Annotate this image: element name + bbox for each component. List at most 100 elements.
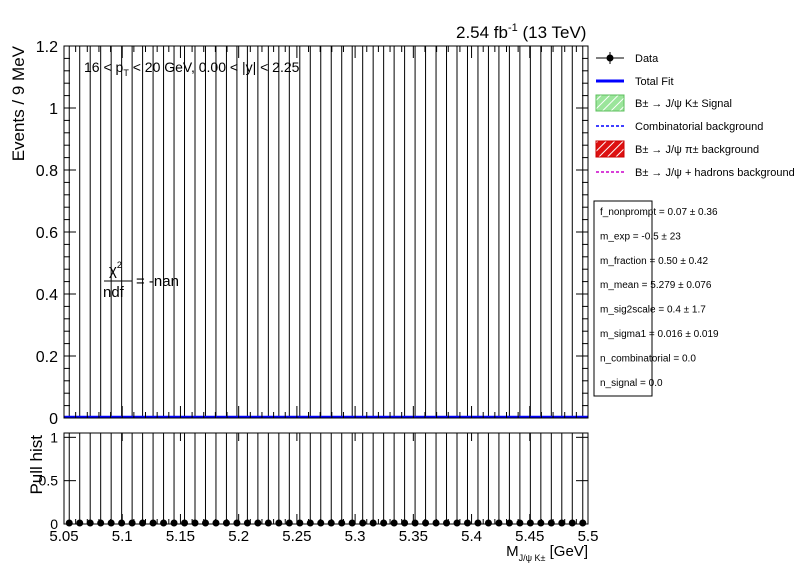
data-marker-icon [606,54,614,62]
data-point [305,46,316,419]
data-point [189,46,201,419]
data-point [399,46,410,419]
pull-point [401,433,409,527]
data-point [147,46,159,419]
x-tick-label: 5.4 [461,528,482,545]
fit-param: m_exp = -0.5 ± 23 [600,231,681,242]
pull-point [285,433,293,527]
data-point [179,46,190,419]
data-point [168,46,180,419]
pull-point [65,433,73,527]
data-point [514,46,526,419]
main-plot-panel: 0 0.2 0.4 0.6 0.8 1 1.2 Events / 9 MeV [9,39,589,428]
pull-point [212,433,220,527]
data-point [273,46,285,419]
pull-point [380,433,388,527]
pull-point [243,433,251,527]
pull-point [516,433,524,527]
data-point [441,46,452,419]
pull-point [201,433,209,527]
chi2-denominator: ndf [103,284,125,301]
data-point [221,46,232,419]
legend-item: Total Fit [596,76,674,88]
legend-label: B± → J/ψ K± Signal [635,98,732,110]
pull-point [359,433,367,527]
data-point [95,46,106,419]
pull-point [390,433,398,527]
fit-param: m_sig2scale = 0.4 ± 1.7 [600,305,706,316]
data-point [504,46,515,419]
x-tick-label: 5.45 [515,528,544,545]
signal-fill-icon [595,94,625,112]
main-y-tick-label: 1 [49,101,58,118]
data-point [451,46,463,419]
data-point [252,46,264,419]
data-point [231,46,243,419]
data-point [483,46,494,419]
data-point [546,46,557,419]
fit-param: m_mean = 5.279 ± 0.076 [600,280,712,291]
data-point [158,46,169,419]
data-point [74,46,85,419]
data-point [105,46,117,419]
data-point [378,46,389,419]
pull-point [432,433,440,527]
x-axis-label: MJ/ψ K± [GeV] [506,543,588,563]
pull-point [327,433,335,527]
data-point [420,46,431,419]
pull-point [348,433,356,527]
fit-params-box [593,200,653,397]
data-point [535,46,547,419]
main-data-points [64,46,588,419]
pull-point [411,433,419,527]
main-y-tick-label: 0.8 [36,163,58,180]
pull-point [128,433,136,527]
legend-label: Combinatorial background [635,121,763,133]
legend-item: Combinatorial background [596,121,763,133]
legend-item: Data [596,52,659,65]
legend-label: B± → J/ψ π± background [635,144,759,156]
pull-point [233,433,241,527]
data-point [336,46,347,419]
data-point [137,46,148,419]
data-point [346,46,358,419]
data-point [284,46,295,419]
data-point [126,46,138,419]
fit-param: f_nonprompt = 0.07 ± 0.36 [600,207,718,218]
pull-point [181,433,189,527]
pull-point [191,433,199,527]
pull-point [495,433,503,527]
data-point [567,46,578,419]
data-point [84,46,96,419]
data-point [200,46,211,419]
pull-plot-panel: 0 0.5 1 5.05 5.1 5.15 5.2 5.25 5.3 5.35 5.4 5.45 5.5… [27,429,598,545]
main-axes: 0 0.2 0.4 0.6 0.8 1 1.2 [36,39,589,428]
data-point [556,46,568,419]
x-tick-label: 5.3 [345,528,366,545]
chi2-label: χ2 ndf = -nan [103,260,179,301]
fit-param: n_signal = 0.0 [600,378,663,389]
pull-point [222,433,230,527]
main-y-tick-label: 0.6 [36,225,58,242]
data-point [116,46,127,419]
legend-label: B± → J/ψ + hadrons background [635,167,795,179]
pull-point [547,433,555,527]
data-point [326,46,337,419]
pull-point [107,433,115,527]
pull-point [160,433,168,527]
main-y-tick-label: 0 [49,411,58,428]
pull-point [170,433,178,527]
main-y-tick-label: 0.4 [36,287,58,304]
pull-data-points [65,433,587,527]
pull-point [76,433,84,527]
data-point [263,46,274,419]
pull-point [537,433,545,527]
data-point [242,46,253,419]
pull-point [474,433,482,527]
pull-point [139,433,147,527]
data-point [315,46,326,419]
pull-point [568,433,576,527]
main-y-tick-label: 0.2 [36,349,58,366]
pull-plot-frame [63,432,589,525]
